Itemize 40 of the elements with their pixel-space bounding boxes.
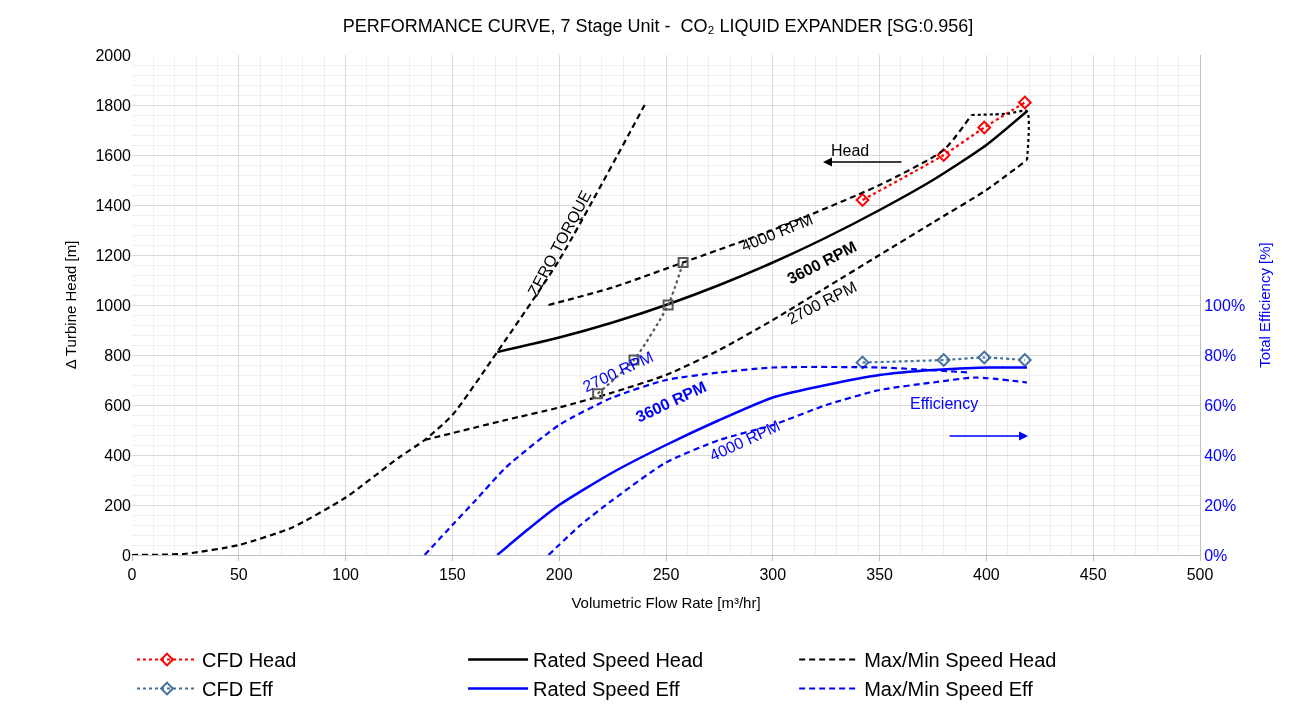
y-tick-label: 1600	[95, 146, 132, 164]
legend-label: CFD Head	[202, 649, 297, 672]
y2-tick-label: 20%	[1204, 496, 1237, 514]
y-tick-label: 1400	[95, 196, 132, 214]
legend-label: Max/Min Speed Head	[864, 649, 1057, 672]
annotation: 4000 RPM	[706, 416, 783, 465]
legend-label: Rated Speed Head	[533, 649, 704, 672]
x-tick-label: 400	[973, 566, 1000, 584]
y2-axis-title: Total Efficiency [%]	[1256, 242, 1274, 368]
x-tick-label: 200	[545, 566, 573, 584]
x-tick-label: 100	[332, 566, 360, 584]
legend-label: CFD Eff	[202, 678, 274, 701]
y2-tick-label: 100%	[1204, 296, 1246, 314]
y-tick-label: 600	[104, 396, 132, 414]
y-tick-label: 200	[104, 496, 132, 514]
y-tick-label: 400	[104, 446, 132, 464]
y2-tick-label: 40%	[1204, 446, 1237, 464]
y2-tick-label: 60%	[1204, 396, 1237, 414]
chart-title: PERFORMANCE CURVE, 7 Stage Unit - CO₂ LIQUID EXPANDER [SG:0.956]	[342, 15, 974, 36]
x-tick-label: 150	[439, 566, 466, 584]
y-tick-label: 0	[122, 546, 132, 564]
x-tick-label: 50	[229, 566, 248, 584]
x-tick-label: 350	[866, 566, 894, 584]
legend-label: Rated Speed Eff	[533, 678, 680, 701]
legend-label: Max/Min Speed Eff	[864, 678, 1034, 701]
annotation: Head	[831, 142, 870, 159]
x-tick-label: 450	[1079, 566, 1107, 584]
y-axis-title: Δ Turbine Head [m]	[61, 240, 79, 370]
annotation: Efficiency	[910, 395, 979, 412]
x-axis-title: Volumetric Flow Rate [m³/hr]	[571, 594, 761, 612]
x-tick-label: 300	[759, 566, 787, 584]
y-tick-label: 800	[104, 346, 132, 364]
y-tick-label: 2000	[95, 46, 132, 64]
y-tick-label: 1800	[95, 96, 132, 114]
y-tick-label: 1200	[95, 246, 132, 264]
y-tick-label: 1000	[95, 296, 132, 314]
x-tick-label: 250	[652, 566, 680, 584]
x-tick-label: 500	[1186, 566, 1214, 584]
y2-tick-label: 0%	[1204, 546, 1228, 564]
y2-tick-label: 80%	[1204, 346, 1237, 364]
